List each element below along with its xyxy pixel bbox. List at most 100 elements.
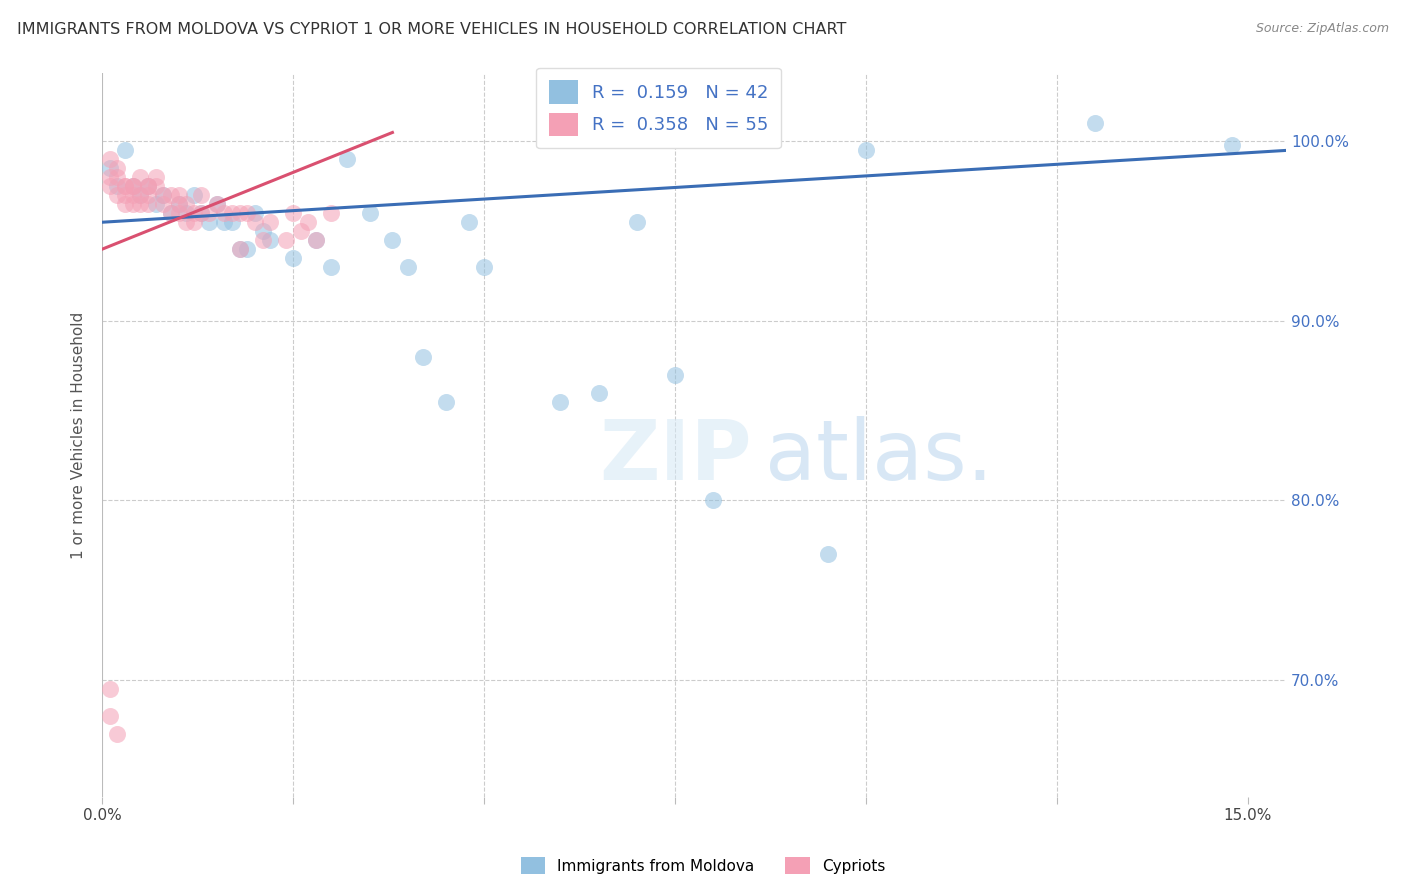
- Point: [664, 368, 686, 382]
- Point: [305, 233, 328, 247]
- Point: [1222, 138, 1244, 153]
- Point: [129, 170, 152, 185]
- Point: [107, 161, 129, 176]
- Point: [114, 144, 136, 158]
- Point: [702, 493, 724, 508]
- Point: [136, 197, 159, 211]
- Point: [281, 206, 304, 220]
- Point: [183, 215, 205, 229]
- Point: [107, 179, 129, 194]
- Point: [121, 188, 143, 202]
- Point: [236, 242, 259, 256]
- Point: [98, 153, 121, 167]
- Point: [98, 161, 121, 176]
- Point: [281, 251, 304, 265]
- Point: [114, 179, 136, 194]
- Point: [228, 242, 250, 256]
- Point: [136, 179, 159, 194]
- Point: [129, 188, 152, 202]
- Point: [228, 242, 250, 256]
- Point: [167, 197, 190, 211]
- Point: [205, 197, 228, 211]
- Point: [145, 170, 167, 185]
- Point: [190, 206, 212, 220]
- Point: [136, 179, 159, 194]
- Point: [472, 260, 495, 274]
- Point: [221, 206, 243, 220]
- Point: [228, 206, 250, 220]
- Point: [190, 188, 212, 202]
- Text: Source: ZipAtlas.com: Source: ZipAtlas.com: [1256, 22, 1389, 36]
- Point: [236, 206, 259, 220]
- Point: [381, 233, 404, 247]
- Point: [152, 188, 174, 202]
- Point: [817, 547, 839, 561]
- Point: [183, 206, 205, 220]
- Point: [174, 206, 197, 220]
- Point: [152, 197, 174, 211]
- Point: [136, 188, 159, 202]
- Point: [98, 681, 121, 696]
- Point: [190, 206, 212, 220]
- Point: [145, 179, 167, 194]
- Point: [205, 197, 228, 211]
- Point: [145, 197, 167, 211]
- Point: [129, 197, 152, 211]
- Text: ZIP: ZIP: [599, 417, 752, 497]
- Point: [259, 215, 281, 229]
- Point: [434, 394, 457, 409]
- Point: [121, 197, 143, 211]
- Point: [626, 215, 648, 229]
- Point: [167, 188, 190, 202]
- Point: [114, 197, 136, 211]
- Point: [305, 233, 328, 247]
- Point: [214, 206, 236, 220]
- Point: [1084, 116, 1107, 130]
- Point: [114, 188, 136, 202]
- Point: [214, 215, 236, 229]
- Point: [98, 709, 121, 723]
- Point: [174, 215, 197, 229]
- Point: [152, 188, 174, 202]
- Point: [221, 215, 243, 229]
- Point: [457, 215, 479, 229]
- Legend: Immigrants from Moldova, Cypriots: Immigrants from Moldova, Cypriots: [515, 851, 891, 880]
- Point: [252, 233, 274, 247]
- Point: [121, 179, 143, 194]
- Point: [198, 215, 221, 229]
- Point: [396, 260, 419, 274]
- Point: [98, 179, 121, 194]
- Point: [588, 385, 610, 400]
- Point: [107, 727, 129, 741]
- Point: [550, 394, 572, 409]
- Point: [160, 188, 183, 202]
- Point: [183, 188, 205, 202]
- Point: [412, 350, 434, 364]
- Point: [274, 233, 297, 247]
- Point: [359, 206, 381, 220]
- Point: [243, 215, 266, 229]
- Point: [336, 153, 359, 167]
- Point: [160, 206, 183, 220]
- Point: [107, 188, 129, 202]
- Point: [167, 197, 190, 211]
- Point: [136, 179, 159, 194]
- Point: [198, 206, 221, 220]
- Point: [243, 206, 266, 220]
- Point: [252, 224, 274, 238]
- Point: [174, 197, 197, 211]
- Y-axis label: 1 or more Vehicles in Household: 1 or more Vehicles in Household: [72, 311, 86, 558]
- Text: IMMIGRANTS FROM MOLDOVA VS CYPRIOT 1 OR MORE VEHICLES IN HOUSEHOLD CORRELATION C: IMMIGRANTS FROM MOLDOVA VS CYPRIOT 1 OR …: [17, 22, 846, 37]
- Point: [160, 206, 183, 220]
- Point: [107, 170, 129, 185]
- Point: [167, 206, 190, 220]
- Point: [290, 224, 312, 238]
- Point: [321, 206, 343, 220]
- Point: [855, 144, 877, 158]
- Point: [121, 179, 143, 194]
- Point: [297, 215, 319, 229]
- Text: atlas.: atlas.: [765, 417, 994, 497]
- Point: [114, 179, 136, 194]
- Point: [121, 179, 143, 194]
- Legend: R =  0.159   N = 42, R =  0.358   N = 55: R = 0.159 N = 42, R = 0.358 N = 55: [536, 68, 782, 148]
